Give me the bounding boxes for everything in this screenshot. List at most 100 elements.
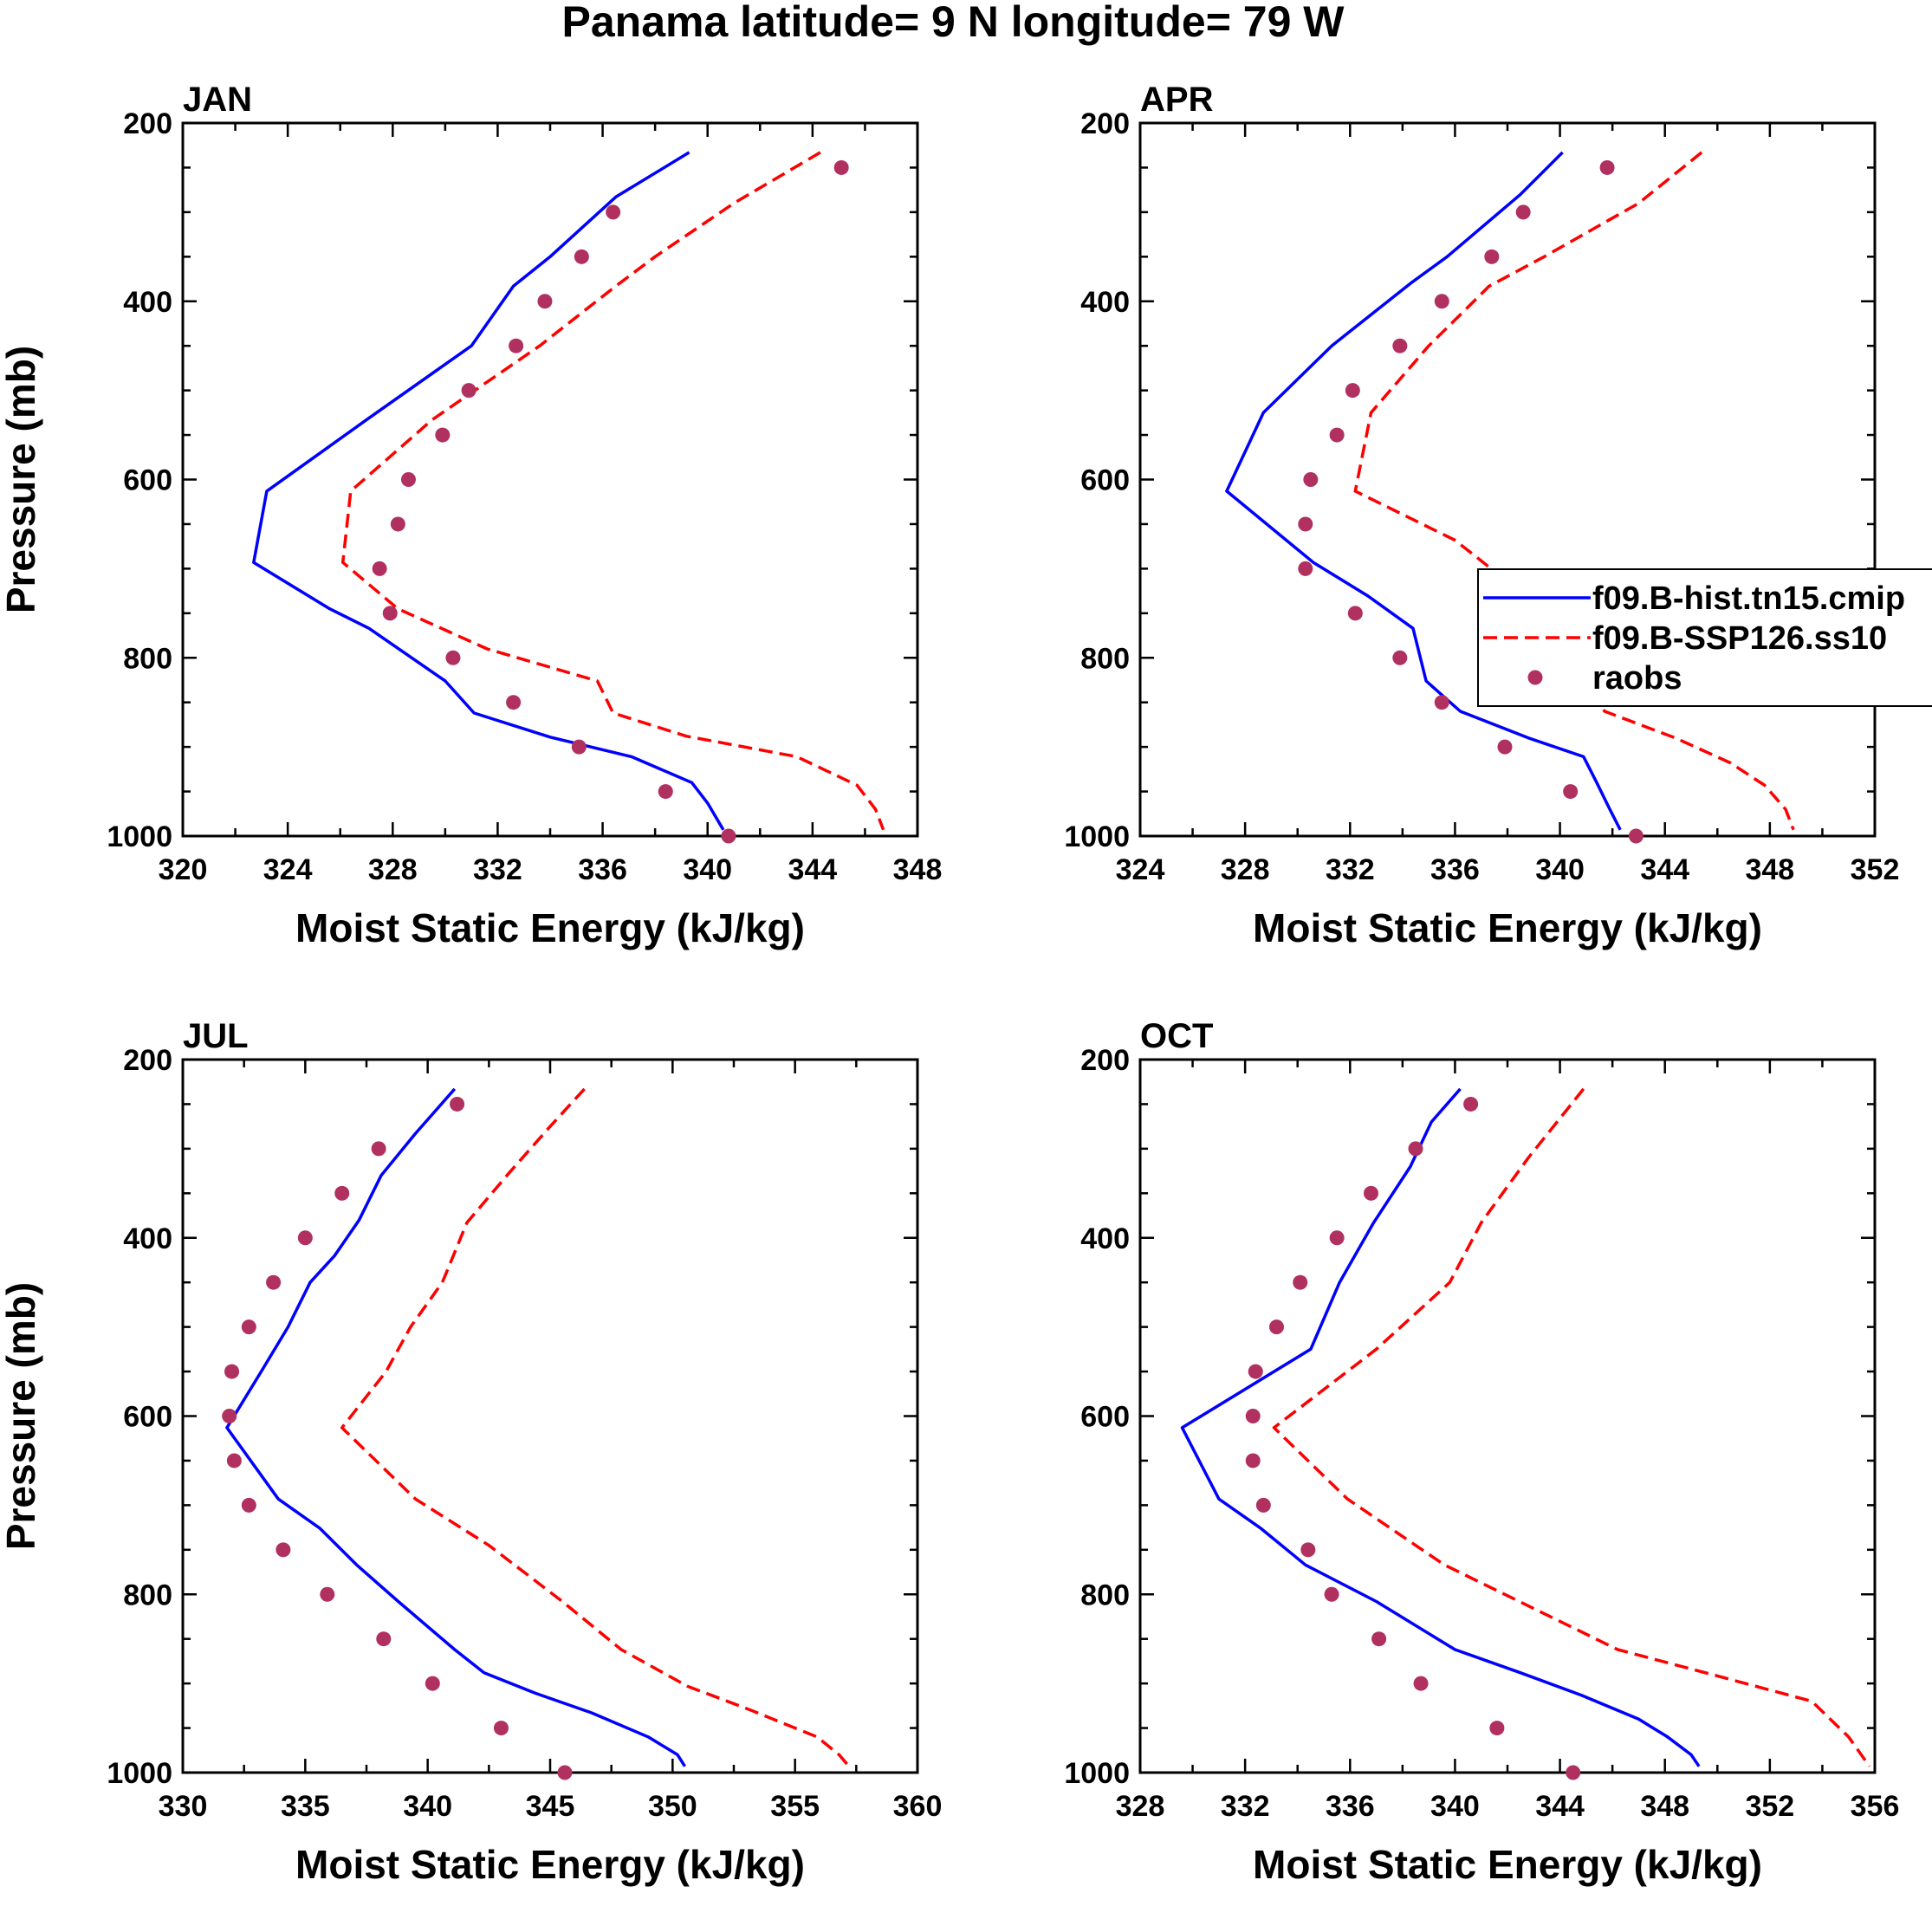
panel-title-apr: APR [1140, 81, 1214, 119]
series-raobs-jan [372, 159, 849, 844]
x-tick-label-jan: 340 [683, 853, 732, 886]
raobs-point [721, 828, 736, 844]
raobs-point [1515, 204, 1531, 220]
raobs-point [493, 1721, 509, 1736]
x-tick-label-jul: 345 [526, 1790, 575, 1823]
raobs-point [390, 516, 405, 532]
raobs-point [266, 1274, 282, 1290]
y-tick-label-apr: 800 [1080, 642, 1130, 675]
x-tick-label-oct: 336 [1326, 1790, 1375, 1823]
raobs-point [1599, 159, 1615, 175]
legend-label: f09.B-hist.tn15.cmip [1592, 580, 1905, 617]
y-tick-label-jul: 1000 [107, 1757, 172, 1790]
raobs-point [400, 472, 416, 487]
x-axis-title-oct: Moist Static Energy (kJ/kg) [1253, 1842, 1762, 1887]
raobs-point [1347, 606, 1363, 621]
panel-apr: APR 324 328 332 336 340 344 348 352 200 400 600 800 1… [1064, 81, 1899, 950]
raobs-point [658, 784, 673, 800]
raobs-point [382, 606, 398, 621]
raobs-point [241, 1319, 256, 1335]
y-tick-label-jul: 400 [123, 1222, 172, 1255]
raobs-point [1463, 1096, 1479, 1112]
y-tick-label-oct: 400 [1080, 1222, 1130, 1255]
y-tick-label-oct: 200 [1080, 1044, 1130, 1077]
raobs-point [557, 1765, 573, 1780]
y-tick-label-jan: 600 [123, 464, 172, 497]
x-axis-title-apr: Moist Static Energy (kJ/kg) [1253, 905, 1762, 950]
x-tick-label-apr: 340 [1535, 853, 1585, 886]
x-tick-label-oct: 352 [1745, 1790, 1794, 1823]
raobs-point [1628, 828, 1643, 844]
raobs-point [1434, 695, 1449, 710]
raobs-point [450, 1096, 465, 1112]
x-tick-label-oct: 356 [1851, 1790, 1900, 1823]
raobs-point [276, 1542, 291, 1558]
x-axis-title-jul: Moist Static Energy (kJ/kg) [295, 1842, 805, 1887]
y-axis-title-jul: Pressure (mb) [0, 1282, 43, 1550]
raobs-point [334, 1185, 350, 1201]
x-tick-label-jul: 360 [893, 1790, 943, 1823]
raobs-point [1300, 1542, 1316, 1558]
raobs-point [1345, 383, 1360, 399]
x-tick-label-jul: 340 [403, 1790, 452, 1823]
raobs-point [1497, 739, 1513, 755]
raobs-point [1371, 1631, 1387, 1647]
series-raobs-oct [1245, 1096, 1581, 1780]
raobs-point [461, 383, 477, 399]
raobs-point [571, 739, 587, 755]
x-tick-label-apr: 348 [1745, 853, 1794, 886]
x-tick-label-apr: 344 [1640, 853, 1689, 886]
raobs-point [1329, 1230, 1345, 1246]
y-tick-label-oct: 600 [1080, 1401, 1130, 1434]
x-tick-label-oct: 340 [1430, 1790, 1480, 1823]
y-tick-label-apr: 1000 [1064, 820, 1130, 853]
series-line-f09-b-hist-tn15-cmip-oct [1180, 1087, 1701, 1767]
raobs-point [1293, 1274, 1308, 1290]
raobs-point [1566, 1765, 1581, 1780]
raobs-point [1303, 472, 1319, 487]
raobs-point [606, 204, 621, 220]
series-line-f09-b-hist-tn15-cmip-apr [1225, 151, 1622, 831]
raobs-point [506, 695, 522, 710]
raobs-point [574, 249, 589, 264]
raobs-point [1434, 294, 1449, 309]
x-tick-label-apr: 336 [1430, 853, 1480, 886]
x-tick-label-jul: 330 [159, 1790, 208, 1823]
raobs-point [1245, 1409, 1261, 1423]
legend-label: f09.B-SSP126.ss10 [1592, 620, 1887, 657]
raobs-point [1364, 1185, 1379, 1201]
raobs-point [320, 1586, 335, 1602]
y-tick-label-apr: 200 [1080, 107, 1130, 140]
raobs-point [435, 427, 451, 443]
x-tick-label-jan: 348 [893, 853, 943, 886]
panel-title-jul: JUL [183, 1017, 249, 1055]
raobs-point [241, 1497, 256, 1513]
raobs-point [1324, 1586, 1339, 1602]
panel-title-jan: JAN [183, 81, 252, 119]
raobs-point [1298, 516, 1313, 532]
raobs-point [1489, 1721, 1505, 1736]
x-tick-label-jan: 320 [159, 853, 208, 886]
figure-title: Panama latitude= 9 N longitude= 79 W [562, 0, 1345, 46]
series-line-f09-b-ssp126-ss10-jul [340, 1087, 851, 1767]
raobs-point [1413, 1676, 1429, 1691]
y-tick-label-apr: 600 [1080, 464, 1130, 497]
raobs-point [226, 1453, 242, 1468]
raobs-point [1298, 561, 1313, 576]
x-tick-label-oct: 344 [1535, 1790, 1585, 1823]
series-line-f09-b-ssp126-ss10-oct [1272, 1087, 1871, 1767]
raobs-point [833, 159, 849, 175]
raobs-point [376, 1631, 392, 1647]
raobs-point [224, 1364, 240, 1379]
x-tick-label-apr: 328 [1221, 853, 1270, 886]
raobs-point [372, 561, 387, 576]
raobs-point [445, 650, 461, 665]
y-tick-label-jul: 800 [123, 1579, 172, 1611]
x-tick-label-jul: 350 [648, 1790, 697, 1823]
y-axis-title-jan: Pressure (mb) [0, 346, 43, 613]
x-tick-label-apr: 332 [1326, 853, 1375, 886]
x-tick-label-apr: 324 [1116, 853, 1165, 886]
y-tick-label-jul: 600 [123, 1401, 172, 1434]
raobs-point [1255, 1497, 1271, 1513]
